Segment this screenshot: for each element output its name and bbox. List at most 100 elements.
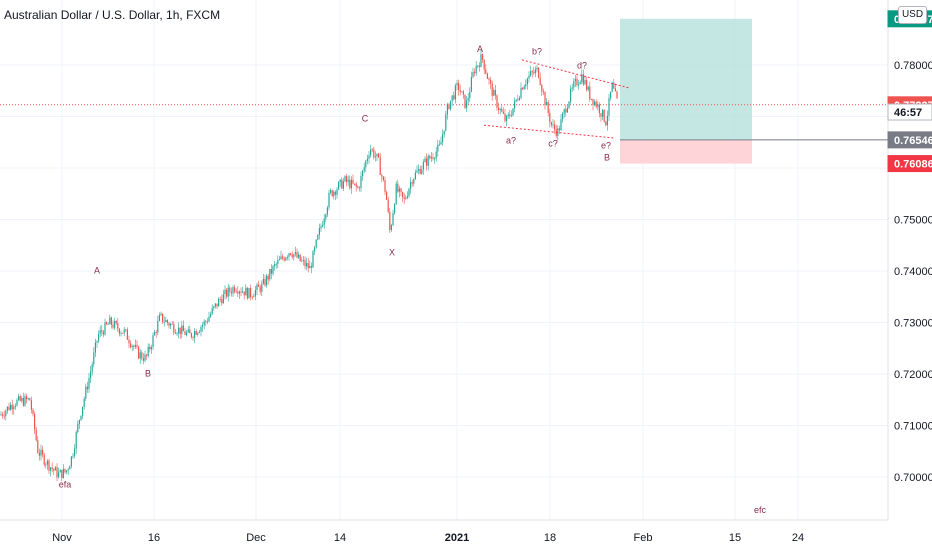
currency-button[interactable]: USD <box>898 6 927 24</box>
candle-body <box>53 468 55 471</box>
candle-body <box>421 169 423 174</box>
candle-body <box>70 456 72 467</box>
candle-body <box>42 449 44 455</box>
candle-body <box>5 410 7 417</box>
price-tick-label: 0.71000 <box>894 421 932 433</box>
candle-body <box>426 158 428 166</box>
candle-body <box>472 71 474 78</box>
candle-body <box>226 289 228 297</box>
time-axis[interactable]: Nov 16 Dec 14 2021 18 Feb 15 24 <box>52 532 804 544</box>
candle-body <box>590 98 592 100</box>
candle-body <box>171 323 173 325</box>
candle-body <box>374 156 376 158</box>
candle-body <box>310 265 312 268</box>
price-badge-label: 0.76086 <box>894 159 932 171</box>
candle-body <box>30 400 32 410</box>
candle-body <box>549 113 551 123</box>
candle-body <box>514 100 516 109</box>
candle-body <box>531 71 533 73</box>
candle-body <box>208 316 210 322</box>
candle-body <box>579 82 581 85</box>
candle-body <box>258 284 260 287</box>
candle-body <box>202 325 204 327</box>
candle-body <box>605 121 607 126</box>
candle-body <box>613 82 615 89</box>
candle-body <box>302 260 304 261</box>
candle-body <box>432 157 434 159</box>
candle-body <box>69 466 71 470</box>
candle-body <box>35 429 37 441</box>
stop-zone <box>620 139 752 164</box>
candle-body <box>550 122 552 125</box>
candle-body <box>323 218 325 226</box>
candle-body <box>469 91 471 98</box>
candle-body <box>464 94 466 109</box>
candle-body <box>154 331 156 336</box>
candle-body <box>203 321 205 326</box>
candle-body <box>270 268 272 274</box>
candle-body <box>54 467 56 471</box>
candle-body <box>198 331 200 333</box>
candle-body <box>181 325 183 335</box>
candle-body <box>150 346 152 350</box>
candle-body <box>304 260 306 267</box>
candle-body <box>602 109 604 117</box>
candle-body <box>562 113 564 120</box>
candle-body <box>491 83 493 96</box>
candle-body <box>86 386 88 390</box>
candle-body <box>592 98 594 106</box>
candle-body <box>130 343 132 348</box>
wave-label: B <box>145 369 151 379</box>
time-tick-label: 24 <box>792 532 804 544</box>
wave-label: b? <box>532 47 542 57</box>
candle-body <box>200 326 202 332</box>
candle-body <box>333 191 335 197</box>
candle-body <box>454 85 456 100</box>
position-zones <box>0 18 888 164</box>
candle-body <box>280 256 282 260</box>
candle-body <box>46 460 48 465</box>
candle-body <box>411 182 413 184</box>
candle-body <box>346 176 348 182</box>
candle-body <box>8 406 10 410</box>
candle-body <box>277 260 279 264</box>
candle-body <box>414 172 416 179</box>
candle-body <box>595 101 597 107</box>
candle-body <box>552 124 554 126</box>
candle-body <box>510 115 512 117</box>
candle-body <box>118 328 120 334</box>
candles <box>0 49 618 482</box>
candle-body <box>72 455 74 457</box>
candle-body <box>336 189 338 195</box>
candle-body <box>187 329 189 333</box>
candle-body <box>10 404 12 410</box>
candle-body <box>386 191 388 200</box>
candle-body <box>264 278 266 286</box>
candle-body <box>381 174 383 177</box>
candle-body <box>206 321 208 323</box>
candle-body <box>342 181 344 189</box>
candle-body <box>387 199 389 212</box>
candle-body <box>563 109 565 114</box>
candle-body <box>194 331 196 338</box>
price-badge-label: 0.76546 <box>894 135 932 147</box>
candle-body <box>115 321 117 324</box>
candle-body <box>576 78 578 86</box>
candle-body <box>506 115 508 122</box>
time-tick-label: 18 <box>544 532 556 544</box>
candle-body <box>110 317 112 325</box>
candle-body <box>603 109 605 122</box>
price-axis[interactable]: 0.70000 0.71000 0.72000 0.73000 0.74000 0.750… <box>894 60 932 484</box>
wave-label: A <box>477 44 483 54</box>
candle-body <box>248 288 250 299</box>
time-tick-label: 2021 <box>445 532 469 544</box>
candle-body <box>416 170 418 173</box>
candle-body <box>341 179 343 189</box>
candle-body <box>165 320 167 322</box>
candle-body <box>504 113 506 122</box>
candle-body <box>566 107 568 113</box>
candle-body <box>210 313 212 317</box>
candle-body <box>266 275 268 286</box>
candle-body <box>128 339 130 344</box>
